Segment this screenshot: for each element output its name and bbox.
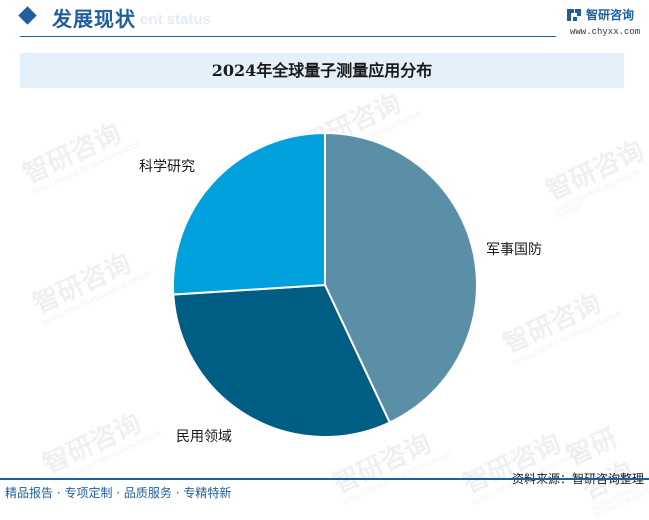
pie-slice xyxy=(172,131,326,296)
footer-slogan: 精品报告 · 专项定制 · 品质服务 · 专精特新 xyxy=(5,486,232,500)
brand-logo-icon xyxy=(567,9,581,21)
slice-label: 科学研究 xyxy=(139,159,195,175)
brand-url: www.chyxx.com xyxy=(570,27,641,37)
slice-label: 军事国防 xyxy=(486,242,542,258)
section-title: 发展现状 xyxy=(52,7,136,31)
brand-name: 智研咨询 xyxy=(586,8,635,22)
header-divider xyxy=(20,36,556,37)
chart-title: 2024年全球量子测量应用分布 xyxy=(211,61,433,80)
pie-slice xyxy=(324,131,478,424)
section-subtitle: ent status xyxy=(140,11,211,28)
section-header: ent status 发展现状 智研咨询 www.chyxx.com xyxy=(0,0,649,38)
brand: 智研咨询 www.chyxx.com xyxy=(566,5,646,39)
chart-title-bar: 2024年全球量子测量应用分布 xyxy=(20,53,624,88)
slice-label: 民用领域 xyxy=(176,429,232,445)
pie-slice xyxy=(172,283,392,438)
footer-divider xyxy=(0,478,649,480)
